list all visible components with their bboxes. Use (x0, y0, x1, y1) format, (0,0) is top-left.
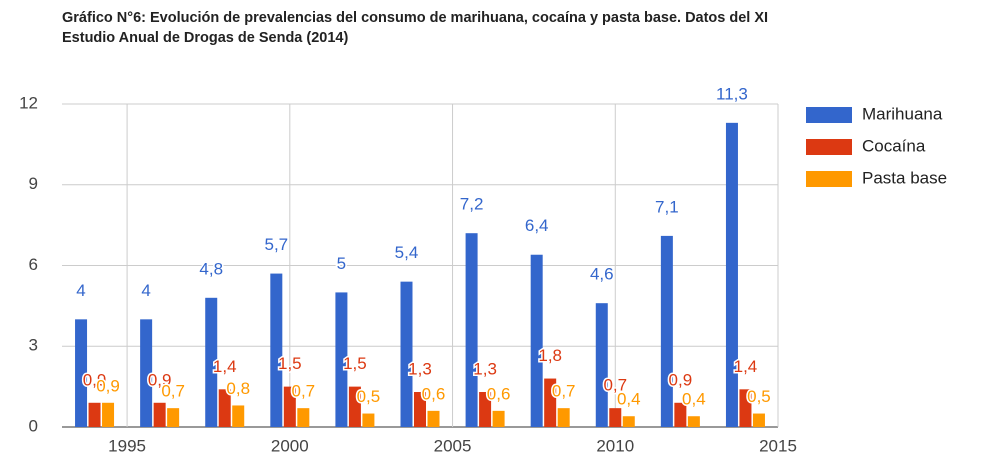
bar (725, 122, 738, 427)
data-label: 11,3 (716, 84, 748, 103)
x-tick-label: 2000 (271, 436, 309, 455)
bar (232, 405, 245, 427)
bar (270, 273, 283, 427)
legend-label: Cocaína (862, 136, 926, 155)
y-tick-label: 3 (29, 336, 38, 355)
bar (140, 319, 153, 427)
data-label: 0,9 (669, 370, 693, 389)
bar (153, 402, 166, 427)
bar (348, 386, 361, 427)
bar (492, 410, 505, 427)
data-label: 0,9 (148, 370, 172, 389)
y-tick-label: 9 (29, 174, 38, 193)
data-label: 0,7 (603, 376, 627, 395)
data-label: 4,8 (199, 259, 223, 278)
bar (557, 408, 570, 427)
bar (218, 389, 231, 427)
bar (622, 416, 635, 427)
bar (414, 392, 426, 427)
data-label: 0,6 (422, 384, 446, 403)
bar (362, 413, 375, 427)
legend-label: Marihuana (862, 104, 943, 123)
bar (88, 402, 101, 427)
bar (205, 297, 218, 427)
bar (283, 386, 296, 427)
bar (297, 408, 310, 427)
data-label: 0,7 (552, 382, 576, 401)
bar (687, 416, 700, 427)
data-label: 1,4 (213, 357, 237, 376)
data-label: 0,4 (682, 390, 706, 409)
data-label: 0,7 (291, 382, 315, 401)
data-label: 5,7 (264, 235, 288, 254)
data-label: 4 (141, 281, 150, 300)
x-tick-label: 1995 (108, 436, 146, 455)
bar (427, 410, 440, 427)
data-label: 1,3 (408, 359, 432, 378)
bar (595, 303, 608, 427)
data-label: 4,6 (590, 265, 614, 284)
x-tick-label: 2015 (759, 436, 797, 455)
data-label: 4 (76, 281, 85, 300)
bar (660, 235, 673, 427)
x-tick-label: 2005 (434, 436, 472, 455)
data-label: 0,4 (617, 390, 641, 409)
data-label: 6,4 (525, 216, 549, 235)
y-tick-label: 12 (19, 93, 38, 112)
bar (544, 378, 557, 427)
bar (102, 402, 115, 427)
bar (335, 292, 348, 427)
data-label: 0,7 (161, 382, 185, 401)
bar (530, 254, 543, 427)
legend-swatch (806, 171, 852, 187)
bar (479, 392, 492, 427)
legend-label: Pasta base (862, 168, 947, 187)
bar (739, 389, 752, 427)
legend-swatch (806, 107, 852, 123)
data-label: 7,2 (460, 195, 484, 214)
data-label: 0,6 (487, 384, 511, 403)
bar (465, 233, 478, 427)
data-label: 0,5 (747, 387, 771, 406)
bar (609, 408, 622, 427)
data-label: 5,4 (395, 243, 419, 262)
bar (752, 413, 765, 427)
bar (75, 319, 88, 427)
bar (400, 281, 413, 427)
data-label: 7,1 (655, 197, 679, 216)
chart-title: Gráfico N°6: Evolución de prevalencias d… (62, 10, 769, 46)
data-label: 1,4 (734, 357, 758, 376)
y-tick-label: 0 (29, 416, 38, 435)
data-label: 0,5 (357, 387, 381, 406)
bar (674, 402, 687, 427)
data-label: 0,9 (83, 370, 107, 389)
data-label: 1,5 (343, 354, 367, 373)
data-label: 1,3 (473, 359, 497, 378)
data-label: 1,8 (538, 346, 562, 365)
y-tick-label: 6 (29, 255, 38, 274)
bar (167, 408, 180, 427)
data-label: 1,5 (278, 354, 302, 373)
data-label: 0,9 (96, 376, 120, 395)
x-tick-label: 2010 (596, 436, 634, 455)
data-label: 0,8 (226, 379, 250, 398)
legend-swatch (806, 139, 852, 155)
data-label: 5 (337, 254, 346, 273)
